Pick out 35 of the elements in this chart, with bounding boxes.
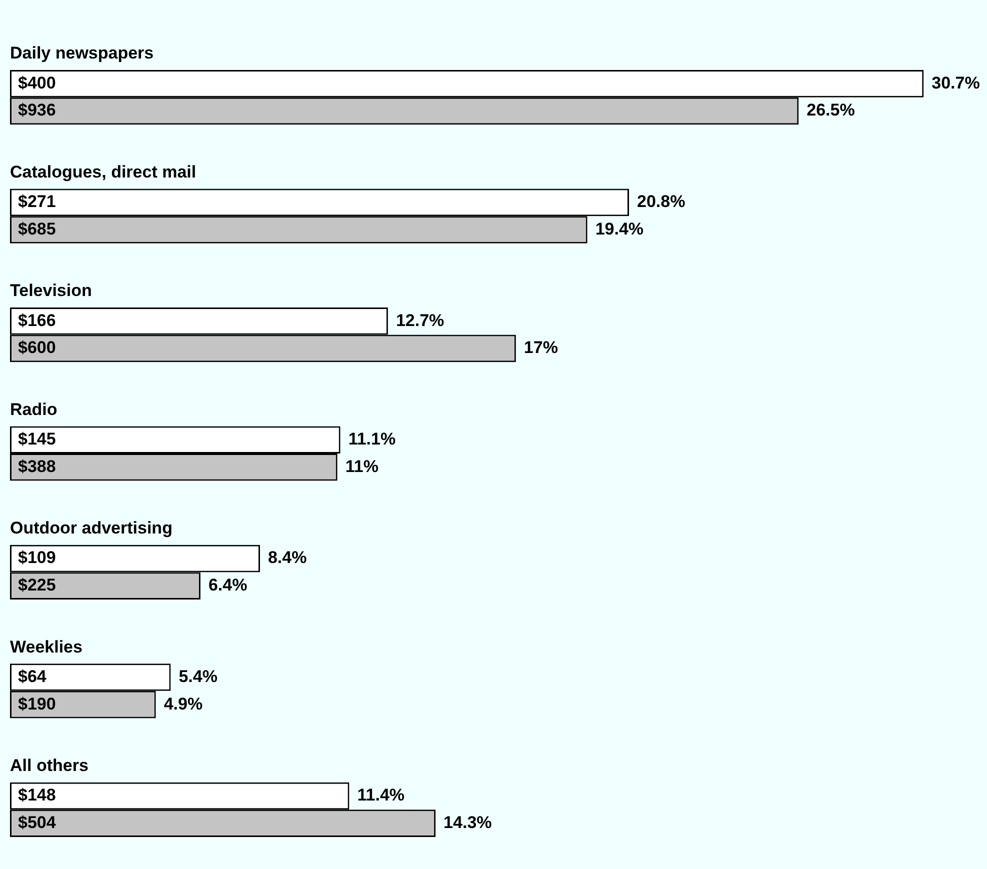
annotation: $504	[18, 812, 56, 832]
annotation: $271	[18, 192, 56, 212]
annotation: $225	[18, 576, 56, 595]
y-tick-label: Catalogues, direct mail	[10, 162, 196, 182]
annotation: $685	[18, 219, 56, 238]
data-label: 12.7%	[396, 310, 444, 330]
y-tick-label: Weeklies	[10, 637, 82, 656]
data-label: 8.4%	[268, 548, 307, 568]
y-tick-label: Outdoor advertising	[10, 518, 172, 538]
annotation: $109	[18, 548, 56, 568]
annotation: $145	[18, 430, 56, 449]
annotation: $166	[18, 310, 56, 330]
annotation: $64	[18, 666, 47, 686]
annotation: $190	[18, 694, 56, 714]
annotation: $148	[18, 786, 56, 805]
y-tick-label: Daily newspapers	[10, 44, 154, 63]
data-label: 26.5%	[806, 100, 855, 120]
data-label: 20.8%	[636, 192, 686, 212]
y-tick-label: All others	[10, 756, 88, 776]
y-tick-label: Radio	[10, 400, 58, 419]
data-label: 11.4%	[357, 786, 405, 805]
data-label: 19.4%	[595, 219, 644, 238]
data-label: 6.4%	[208, 576, 248, 595]
annotation: $600	[18, 338, 56, 358]
data-label: 14.3%	[444, 812, 492, 832]
annotation: $388	[18, 456, 56, 476]
data-label: 17%	[524, 338, 558, 358]
data-label: 11%	[345, 456, 378, 476]
data-label: 30.7%	[932, 73, 980, 92]
data-label: 11.1%	[348, 430, 396, 449]
data-label: 4.9%	[164, 694, 203, 714]
annotation: $936	[18, 100, 56, 120]
data-label: 5.4%	[178, 666, 218, 686]
annotation: $400	[18, 73, 56, 92]
y-tick-label: Television	[10, 281, 92, 300]
